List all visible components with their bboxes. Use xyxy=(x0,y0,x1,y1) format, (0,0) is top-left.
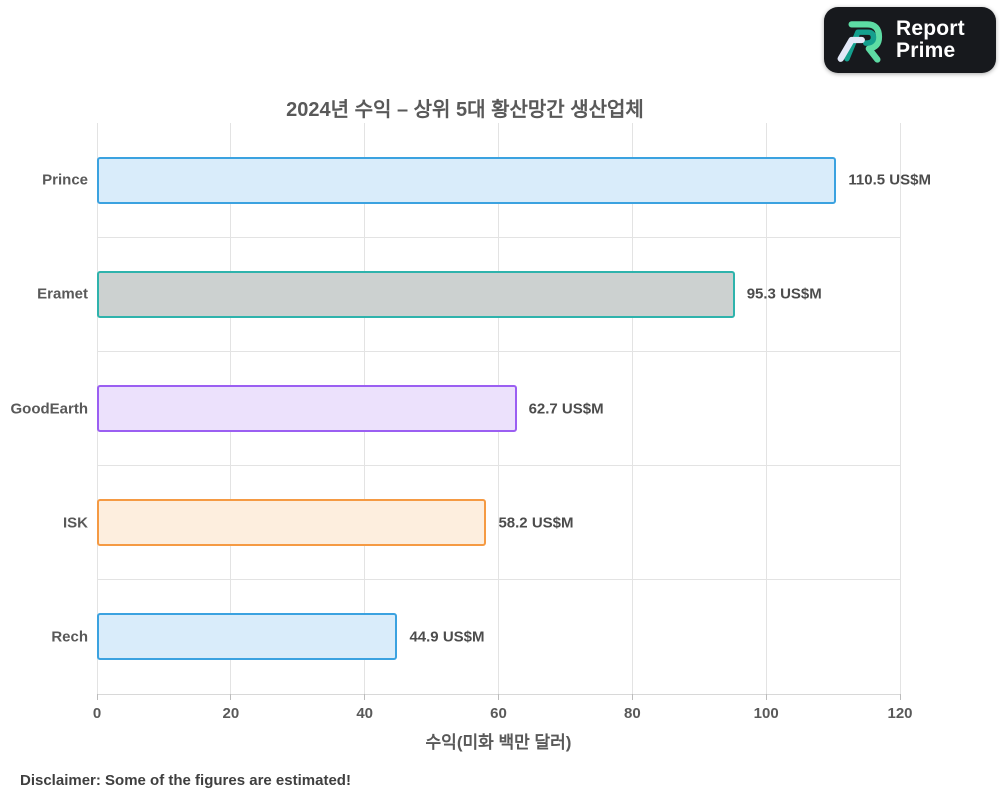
gridline-vertical xyxy=(765,123,767,694)
x-tick-mark xyxy=(899,694,901,700)
category-label-eramet: Eramet xyxy=(37,285,88,303)
x-tick-mark xyxy=(96,694,98,700)
x-tick-mark xyxy=(498,694,499,700)
category-label-isk: ISK xyxy=(62,514,88,532)
value-label-prince: 110.5 US$M xyxy=(848,171,931,189)
brand-name: Report Prime xyxy=(896,16,965,63)
category-label-rech: Rech xyxy=(51,628,88,646)
bar-goodearth xyxy=(97,385,517,432)
bar-prince xyxy=(97,156,837,204)
x-tick-mark xyxy=(765,694,767,700)
bar-isk xyxy=(97,499,487,547)
x-tick-label: 20 xyxy=(222,705,240,722)
x-tick-label: 0 xyxy=(92,705,102,722)
gridline-horizontal xyxy=(97,579,900,581)
x-tick-label: 80 xyxy=(623,705,641,722)
gridline-vertical xyxy=(631,123,633,694)
x-tick-mark xyxy=(364,694,366,700)
bar-rech xyxy=(97,613,398,661)
gridline-vertical xyxy=(899,123,901,694)
brand-line2: Prime xyxy=(896,39,956,62)
x-axis-label: 수익(미화 백만 달러) xyxy=(425,733,572,752)
value-label-goodearth: 62.7 US$M xyxy=(528,400,604,417)
report-prime-logo: Report Prime xyxy=(824,7,996,73)
chart-title: 2024년 수익 – 상위 5대 황산망간 생산업체 xyxy=(286,99,644,121)
x-tick-label: 120 xyxy=(887,705,913,722)
x-tick-mark xyxy=(631,694,633,700)
x-tick-label: 100 xyxy=(753,705,779,722)
disclaimer-text: Disclaimer: Some of the figures are esti… xyxy=(20,772,351,789)
gridline-horizontal xyxy=(97,236,900,238)
bar-eramet xyxy=(97,270,735,318)
x-tick-label: 60 xyxy=(490,705,507,722)
x-tick-label: 40 xyxy=(356,705,373,722)
report-prime-r-icon xyxy=(837,21,883,63)
category-label-goodearth: GoodEarth xyxy=(10,400,89,417)
value-label-isk: 58.2 US$M xyxy=(498,514,574,532)
value-label-eramet: 95.3 US$M xyxy=(746,285,822,303)
x-tick-mark xyxy=(230,694,232,700)
gridline-horizontal xyxy=(97,465,900,467)
category-label-prince: Prince xyxy=(42,171,88,189)
plot-area: 110.5 US$M 95.3 US$M 62.7 US$M 58.2 US$M 44.… xyxy=(96,123,931,695)
gridline-horizontal xyxy=(97,350,900,352)
brand-line1: Report xyxy=(896,16,965,40)
value-label-rech: 44.9 US$M xyxy=(409,628,485,646)
